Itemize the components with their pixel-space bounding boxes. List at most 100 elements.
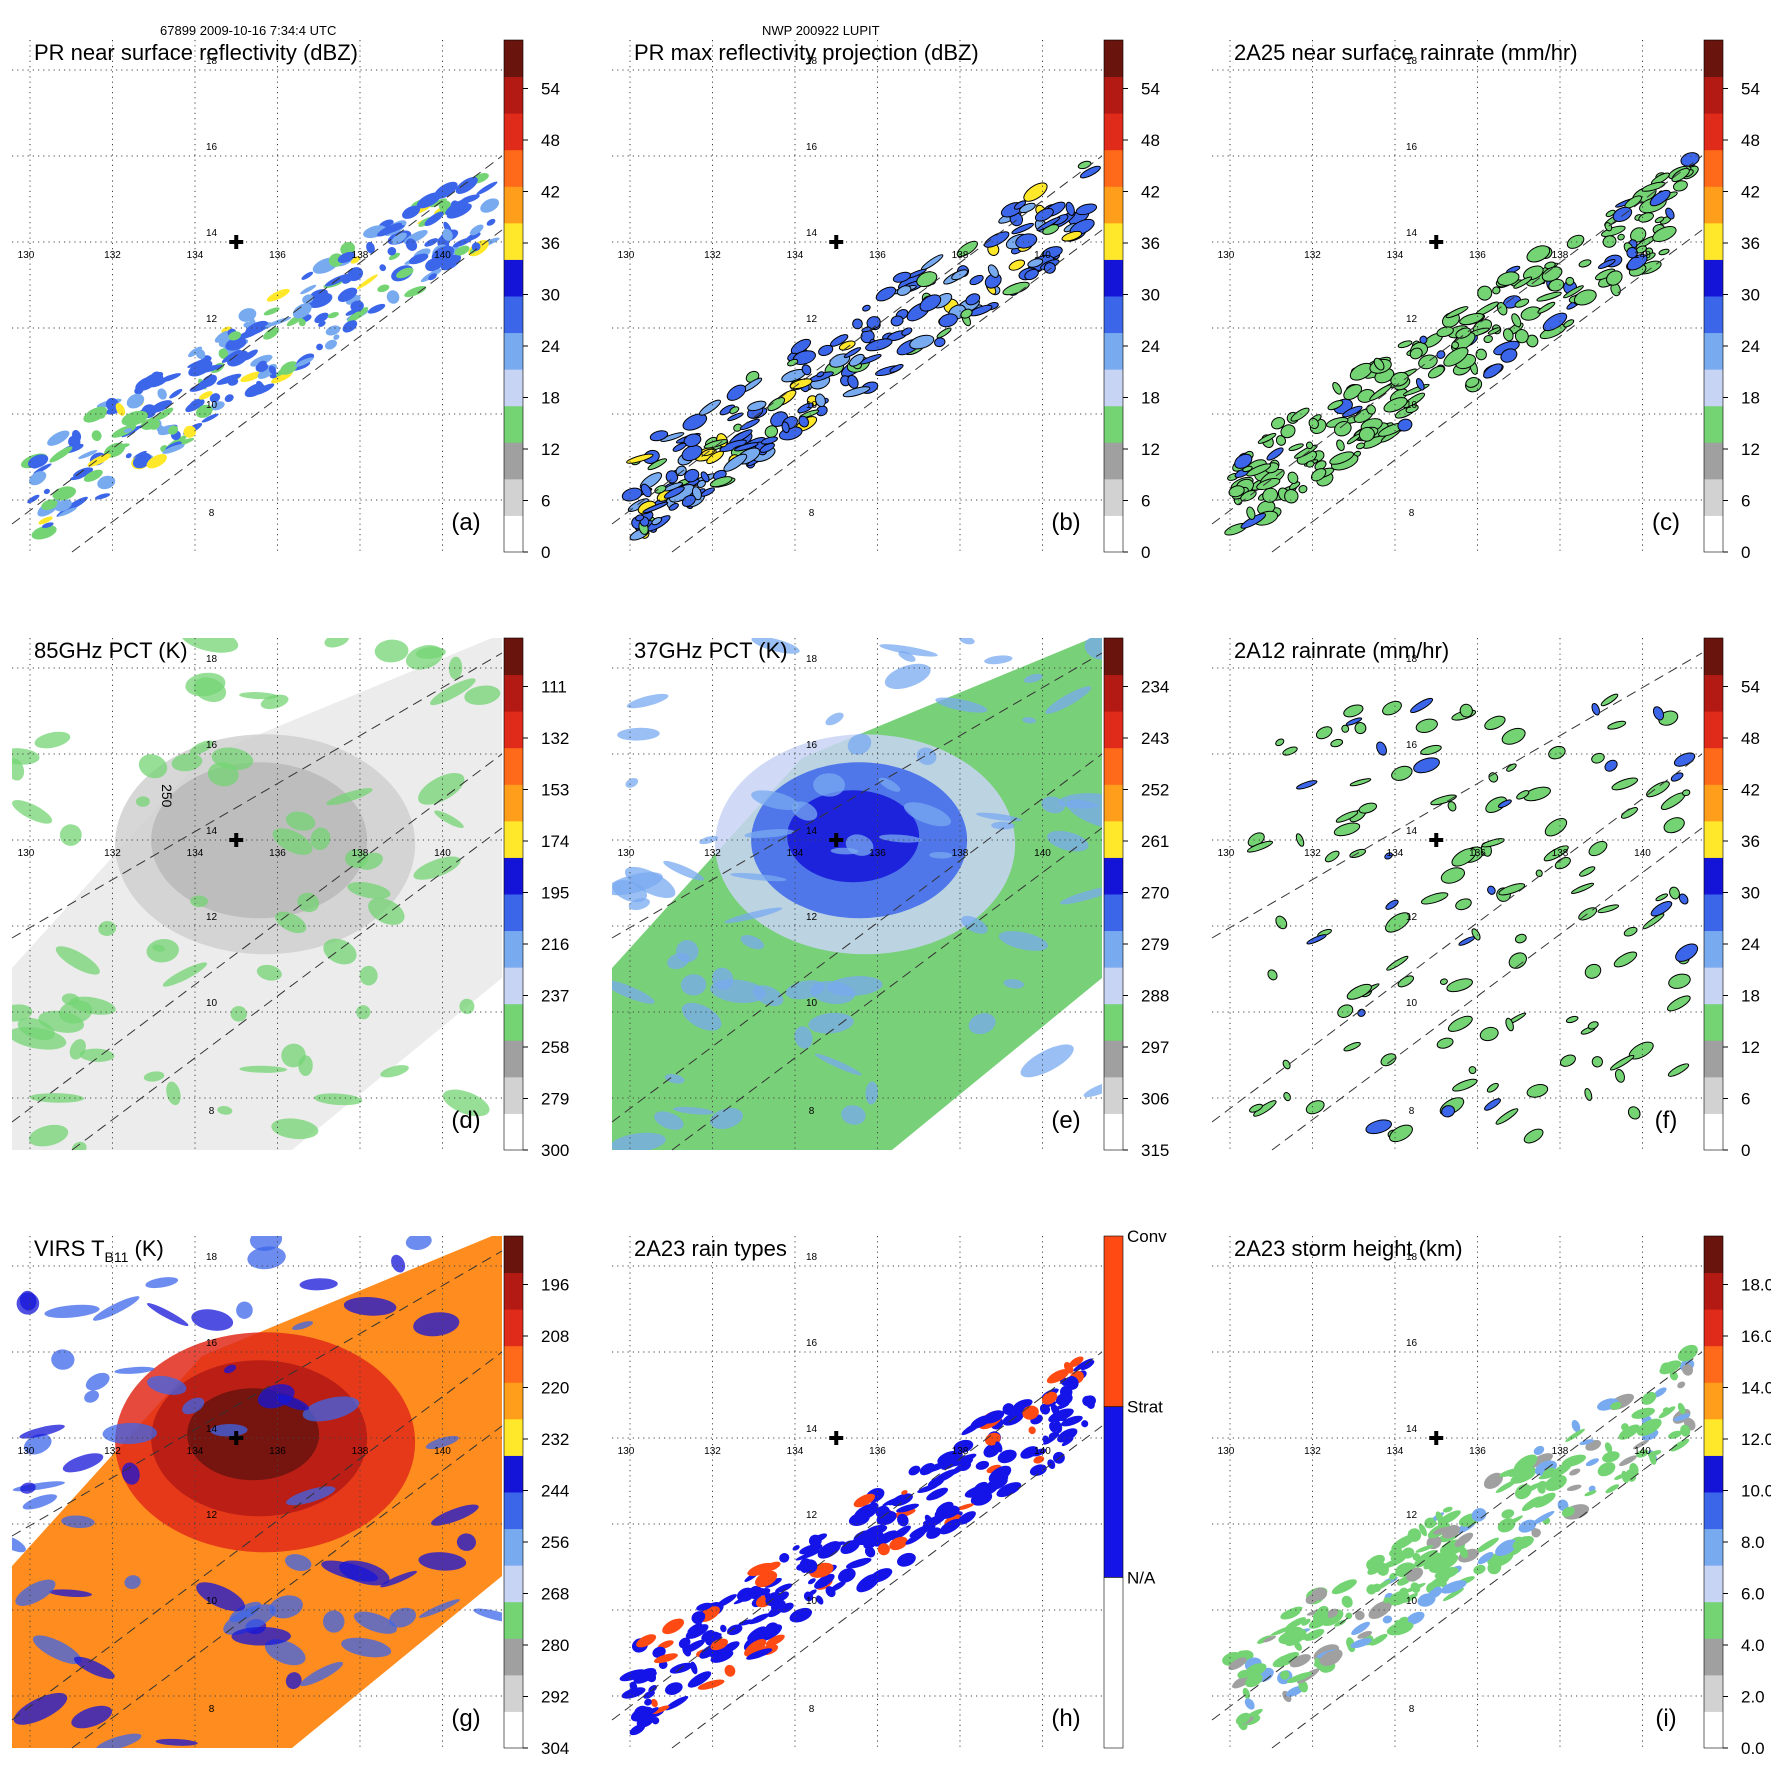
echo-cell-i bbox=[1286, 1671, 1312, 1684]
colorbar-tick-label: 54 bbox=[541, 80, 560, 99]
colorbar-tick-label: 174 bbox=[541, 832, 569, 851]
echo-cell-f bbox=[1436, 1037, 1454, 1049]
echo-cell-i bbox=[1668, 1430, 1682, 1439]
colorbar-c: 0 6 12 18 24 30 36 42 48 54 bbox=[1703, 39, 1760, 562]
echo-cell-a bbox=[43, 488, 50, 495]
echo-cell-c bbox=[1514, 298, 1530, 308]
echo-cell-i bbox=[1514, 1483, 1532, 1500]
echo-cell-f bbox=[1495, 1108, 1519, 1125]
echo-cell-h bbox=[889, 1536, 908, 1551]
echo-cell-f bbox=[1669, 886, 1680, 900]
echo-cell-c bbox=[1409, 347, 1423, 360]
echo-cell-b bbox=[706, 450, 724, 465]
echo-cell-f bbox=[1458, 936, 1476, 946]
echo-cell-h bbox=[629, 1681, 638, 1691]
echo-cell-c bbox=[1680, 152, 1700, 167]
colorbar-bin bbox=[504, 296, 523, 334]
echo-cell-f bbox=[1391, 765, 1413, 781]
echo-cell-b bbox=[816, 371, 825, 378]
echo-cell-f bbox=[1282, 746, 1298, 756]
rain-cell-e bbox=[744, 829, 795, 838]
swath-edge bbox=[611, 155, 1103, 525]
rain-cell-g bbox=[85, 1372, 110, 1391]
lat-label: 16 bbox=[206, 740, 218, 751]
panel-d: 130 132 134 136 138 140 8 10 12 14 16 18 85GHz PCT (… bbox=[11, 637, 569, 1160]
echo-cell-i bbox=[1232, 1674, 1254, 1689]
echo-cell-a bbox=[377, 284, 390, 293]
lat-label: 8 bbox=[209, 1704, 215, 1715]
echo-cell-h bbox=[687, 1671, 712, 1688]
swath-edge bbox=[671, 827, 1103, 1151]
colorbar-bin bbox=[504, 638, 523, 676]
colorbar-bin bbox=[504, 1565, 523, 1603]
echo-cell-h bbox=[1029, 1464, 1047, 1476]
rain-cell-g bbox=[264, 1639, 306, 1666]
echo-cell-a bbox=[195, 404, 213, 418]
echo-cell-f bbox=[1341, 724, 1350, 733]
colorbar-bin bbox=[504, 113, 523, 151]
echo-cell-i bbox=[1277, 1651, 1300, 1664]
rain-cell-d bbox=[230, 1006, 248, 1022]
swath-edge bbox=[71, 827, 503, 1151]
echo-cell-i bbox=[1289, 1654, 1311, 1668]
rain-cell-g bbox=[23, 1433, 52, 1455]
colorbar-frame bbox=[1703, 1235, 1724, 1749]
echo-cell-a bbox=[240, 371, 262, 383]
echo-cell-f bbox=[1249, 1103, 1263, 1113]
echo-cell-i bbox=[1669, 1371, 1678, 1381]
echo-cell-c bbox=[1271, 417, 1286, 430]
colorbar-bin bbox=[504, 149, 523, 187]
echo-cell-c bbox=[1327, 400, 1344, 411]
rain-cell-g bbox=[418, 1599, 460, 1618]
echo-cell-f bbox=[1667, 995, 1691, 1012]
rain-cell-d bbox=[189, 740, 214, 755]
echo-cell-a bbox=[445, 199, 469, 216]
echo-cell-f bbox=[1516, 790, 1530, 800]
echo-cell-h bbox=[853, 1503, 879, 1521]
echo-cell-f bbox=[1588, 840, 1608, 857]
panel-letter-f: (f) bbox=[1655, 1107, 1678, 1134]
echo-cell-c bbox=[1310, 468, 1327, 482]
echo-cell-i bbox=[1398, 1616, 1409, 1625]
rain-cell-e bbox=[663, 860, 705, 881]
rain-cell-d bbox=[464, 685, 501, 705]
rain-cell-g bbox=[339, 1560, 390, 1586]
colorbar-tick-label: 297 bbox=[1141, 1038, 1169, 1057]
colorbar-tick-label: 10.0 bbox=[1741, 1482, 1771, 1501]
echo-cell-h bbox=[953, 1439, 974, 1453]
rain-cell-g bbox=[73, 1656, 115, 1679]
echo-cell-b bbox=[740, 418, 760, 431]
rain-cell-e bbox=[879, 644, 938, 657]
lon-label: 132 bbox=[104, 848, 121, 859]
rain-cell-d bbox=[12, 1026, 67, 1050]
echo-cell-h bbox=[710, 1638, 728, 1651]
echo-cell-a bbox=[83, 406, 108, 423]
echo-cell-f bbox=[1410, 697, 1434, 714]
lat-label: 8 bbox=[1409, 1106, 1415, 1117]
colorbar-bin bbox=[1104, 222, 1123, 260]
lon-label: 132 bbox=[704, 250, 721, 261]
echo-cell-i bbox=[1270, 1625, 1295, 1636]
swath-edge bbox=[611, 1351, 1103, 1721]
colorbar-bin bbox=[504, 259, 523, 297]
echo-cell-a bbox=[150, 400, 173, 413]
lon-label: 134 bbox=[1387, 848, 1404, 859]
rain-cell-g bbox=[16, 1292, 40, 1315]
echo-cell-c bbox=[1475, 348, 1487, 361]
echo-cell-f bbox=[1484, 1098, 1501, 1111]
rain-cell-e bbox=[935, 697, 988, 713]
lat-label: 14 bbox=[806, 1424, 818, 1435]
lon-label: 140 bbox=[1634, 1446, 1651, 1457]
rain-cell-g bbox=[299, 1278, 338, 1291]
echo-cell-b bbox=[626, 453, 654, 464]
echo-cell-h bbox=[961, 1420, 983, 1436]
echo-cell-h bbox=[814, 1573, 835, 1589]
colorbar-bin bbox=[1104, 40, 1123, 78]
colorbar-tick-label: 132 bbox=[541, 729, 569, 748]
colorbar-tick-label: 6 bbox=[1141, 492, 1150, 511]
lon-label: 130 bbox=[18, 1446, 35, 1457]
lat-label: 16 bbox=[1406, 740, 1418, 751]
echo-cell-f bbox=[1415, 718, 1438, 733]
echo-cell-i bbox=[1565, 1428, 1585, 1442]
panel-title-a: PR near surface reflectivity (dBZ) bbox=[34, 40, 358, 65]
